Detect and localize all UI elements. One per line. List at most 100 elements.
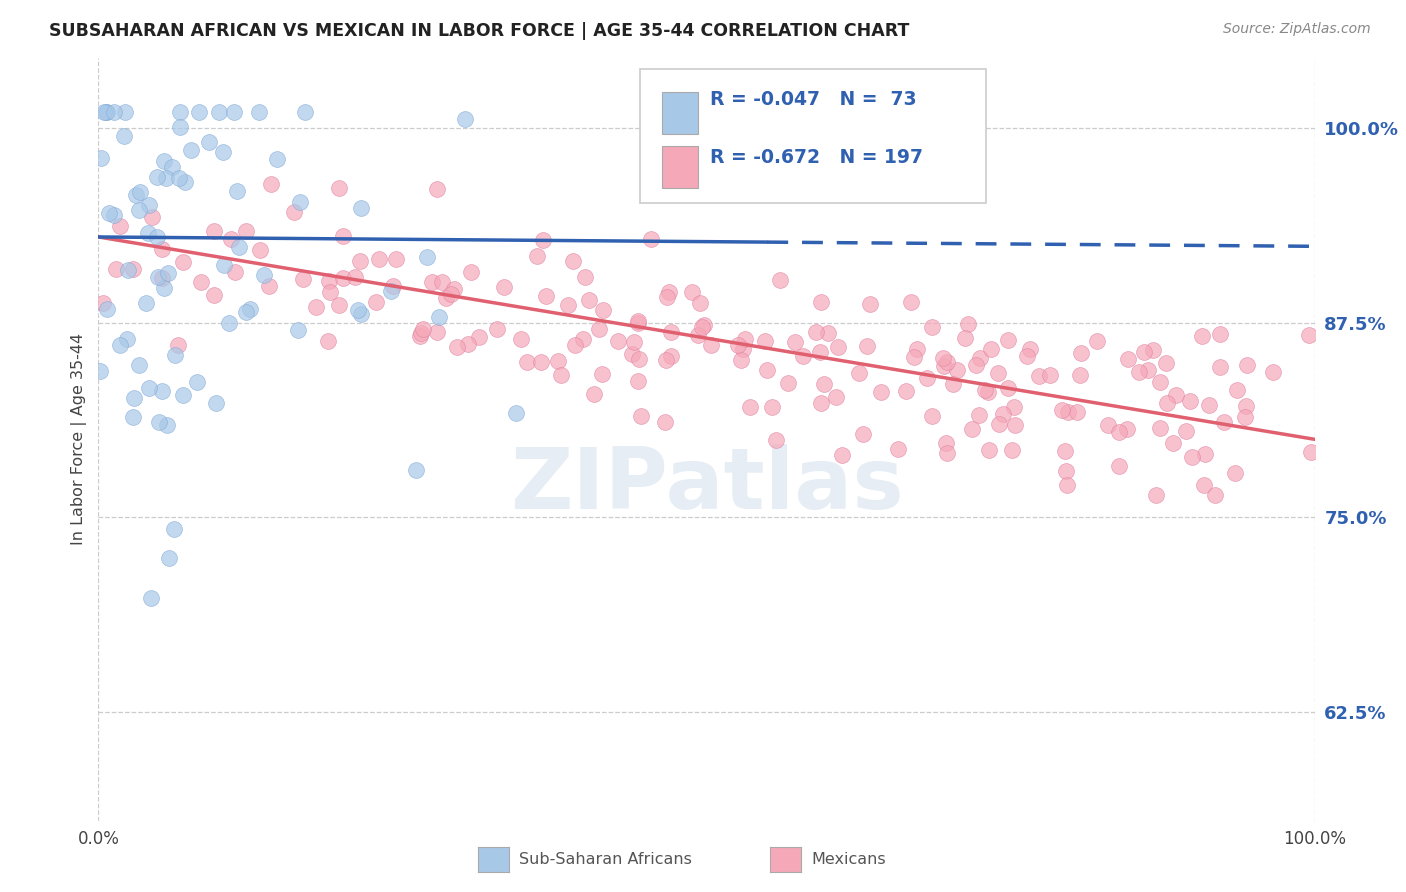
Point bbox=[460, 265, 482, 279]
Point bbox=[969, 351, 991, 366]
Point bbox=[434, 291, 457, 305]
Text: R = -0.672   N = 197: R = -0.672 N = 197 bbox=[710, 147, 924, 167]
Point bbox=[917, 371, 939, 385]
Point bbox=[1002, 400, 1025, 414]
Point bbox=[385, 252, 408, 266]
Point bbox=[693, 318, 716, 332]
Point bbox=[1004, 417, 1026, 432]
Point bbox=[572, 332, 595, 346]
Point bbox=[122, 391, 145, 405]
Point bbox=[792, 349, 814, 363]
Point bbox=[427, 310, 450, 324]
Point bbox=[627, 314, 650, 328]
Point bbox=[112, 129, 135, 144]
Point bbox=[222, 105, 245, 120]
Text: ZIPatlas: ZIPatlas bbox=[509, 443, 904, 526]
Point bbox=[991, 407, 1014, 421]
Point bbox=[655, 352, 678, 367]
Point bbox=[997, 333, 1019, 347]
Point bbox=[953, 330, 976, 344]
Point bbox=[405, 463, 427, 477]
Point bbox=[328, 298, 350, 312]
Point bbox=[139, 591, 162, 605]
Point bbox=[848, 366, 870, 380]
Point bbox=[755, 362, 778, 376]
Point bbox=[776, 376, 799, 390]
Point bbox=[578, 293, 600, 307]
Point bbox=[804, 326, 827, 340]
Point bbox=[856, 339, 879, 353]
Point bbox=[531, 234, 554, 248]
Point bbox=[870, 385, 893, 400]
Point bbox=[1198, 398, 1220, 412]
Point bbox=[212, 145, 235, 160]
Point bbox=[208, 105, 231, 120]
Point bbox=[1115, 422, 1137, 436]
Point bbox=[204, 395, 226, 409]
Point bbox=[420, 275, 443, 289]
Point bbox=[343, 269, 366, 284]
Point bbox=[582, 386, 605, 401]
Point bbox=[921, 319, 943, 334]
Point bbox=[509, 332, 531, 346]
Point bbox=[89, 364, 111, 378]
Point bbox=[157, 266, 180, 280]
Point bbox=[266, 152, 288, 166]
Point bbox=[1116, 351, 1139, 366]
Point bbox=[146, 170, 169, 185]
Point bbox=[174, 174, 197, 188]
Text: Source: ZipAtlas.com: Source: ZipAtlas.com bbox=[1223, 22, 1371, 37]
Point bbox=[903, 351, 925, 365]
Point bbox=[1166, 388, 1188, 402]
Point bbox=[627, 317, 650, 331]
Point bbox=[128, 202, 150, 217]
Point bbox=[148, 269, 170, 284]
Point bbox=[1069, 368, 1091, 382]
Point bbox=[730, 352, 752, 367]
Point bbox=[287, 323, 309, 337]
Point bbox=[936, 355, 959, 369]
Point bbox=[122, 262, 145, 277]
Point bbox=[607, 334, 630, 348]
Point bbox=[328, 181, 350, 195]
Point bbox=[349, 253, 371, 268]
Point bbox=[155, 170, 177, 185]
Point bbox=[162, 160, 184, 174]
Point bbox=[946, 363, 969, 377]
Point bbox=[202, 288, 225, 302]
Point bbox=[468, 330, 491, 344]
Point bbox=[172, 255, 194, 269]
Point bbox=[239, 301, 262, 316]
Point bbox=[562, 254, 585, 268]
Point bbox=[98, 205, 121, 219]
Point bbox=[969, 408, 991, 422]
Point bbox=[1194, 478, 1216, 492]
Point bbox=[128, 359, 150, 373]
Point bbox=[1236, 359, 1258, 373]
Point bbox=[980, 342, 1002, 356]
Point bbox=[1204, 488, 1226, 502]
Point bbox=[235, 224, 257, 238]
Point bbox=[1039, 368, 1062, 382]
Point bbox=[769, 273, 792, 287]
Bar bbox=[661, 92, 697, 134]
Point bbox=[128, 185, 150, 199]
Point bbox=[96, 302, 118, 317]
Point bbox=[825, 391, 848, 405]
Point bbox=[1018, 342, 1040, 356]
Point bbox=[640, 232, 662, 246]
Point bbox=[163, 522, 186, 536]
Point bbox=[1233, 409, 1256, 424]
Point bbox=[346, 303, 368, 318]
Point bbox=[1261, 366, 1284, 380]
Point bbox=[202, 224, 225, 238]
Point bbox=[550, 368, 572, 382]
Point bbox=[138, 381, 160, 395]
Point bbox=[1156, 396, 1178, 410]
Point bbox=[658, 285, 681, 299]
Point bbox=[1144, 488, 1167, 502]
Point bbox=[1108, 458, 1130, 473]
Point bbox=[486, 321, 509, 335]
Point bbox=[659, 349, 682, 363]
Point bbox=[247, 105, 270, 120]
